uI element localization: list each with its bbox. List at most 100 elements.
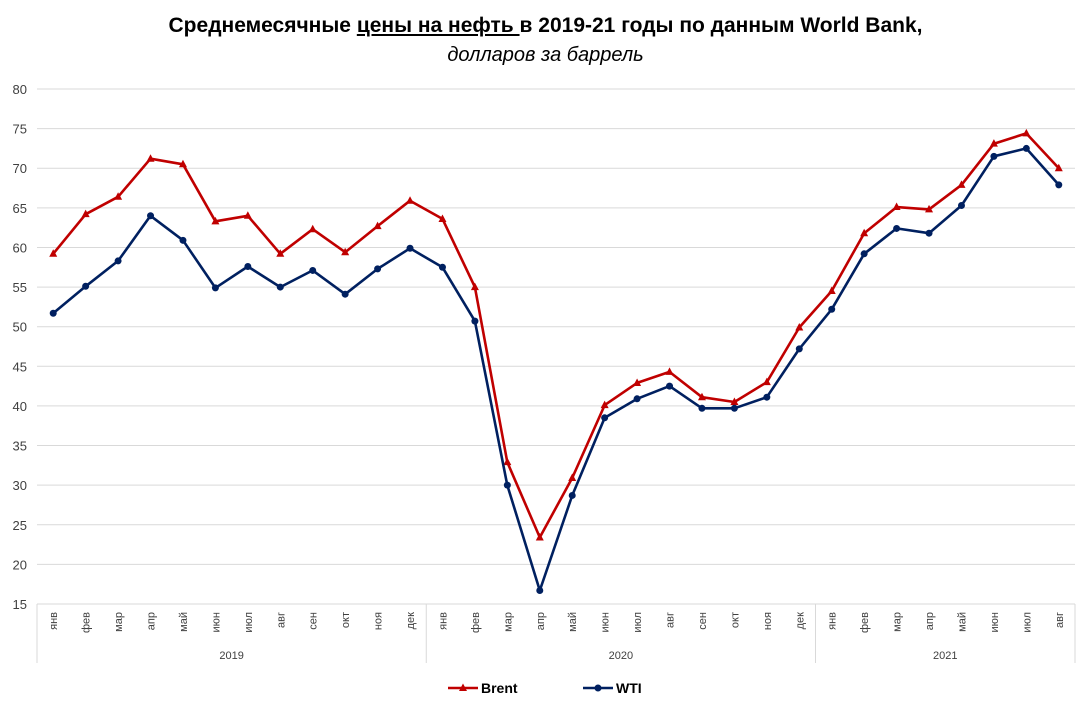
data-point-brent (243, 211, 252, 219)
data-point-brent (1054, 163, 1063, 172)
data-point-brent (341, 247, 350, 256)
y-tick-label: 50 (13, 320, 27, 335)
data-point-brent (114, 192, 123, 200)
x-month-label: июл (1021, 612, 1033, 633)
data-point-wti (536, 587, 544, 595)
x-month-label: май (178, 612, 190, 632)
legend-item-brent: Brent (448, 680, 518, 696)
data-point-wti (406, 244, 414, 252)
data-point-wti (795, 345, 803, 353)
data-point-wti (568, 491, 576, 499)
data-point-wti (1055, 181, 1063, 189)
series-line-brent (52, 132, 1060, 539)
x-axis: янв фев мар апр май июн июл авг сен окт ноя дек 2019… (36, 604, 1076, 663)
legend-marker (594, 684, 602, 692)
series-group (49, 128, 1063, 595)
data-point-wti (276, 283, 284, 291)
data-point-brent (470, 282, 479, 291)
data-point-wti (698, 404, 706, 412)
title-prefix: Среднемесячные (168, 14, 357, 37)
data-point-wti (49, 309, 57, 317)
data-point-brent (730, 397, 739, 405)
data-point-brent (957, 180, 966, 188)
data-point-brent (438, 214, 447, 222)
x-month-label: июн (210, 612, 222, 632)
data-point-brent (600, 400, 609, 409)
data-point-wti (957, 201, 965, 209)
data-point-brent (406, 196, 415, 204)
y-tick-label: 60 (13, 240, 27, 255)
data-point-brent (697, 392, 706, 401)
data-point-brent (503, 457, 512, 466)
data-point-wti (633, 395, 641, 403)
data-point-wti (763, 393, 771, 401)
x-month-label: фев (470, 612, 482, 633)
x-month-label: ноя (373, 612, 385, 630)
y-tick-label: 15 (13, 597, 27, 612)
x-month-label: мар (892, 612, 904, 632)
data-point-brent (795, 322, 804, 331)
data-point-wti (179, 236, 187, 244)
x-year-label: 2021 (933, 650, 957, 662)
data-point-wti (147, 212, 155, 220)
data-point-wti (374, 265, 382, 273)
data-point-wti (828, 305, 836, 313)
x-month-label: июл (243, 612, 255, 633)
data-point-brent (633, 378, 642, 386)
data-point-brent (49, 249, 58, 257)
y-tick-label: 40 (13, 399, 27, 414)
title-underlined: цены на нефть (356, 14, 520, 37)
y-tick-label: 75 (13, 122, 27, 137)
y-axis: 15 20 25 30 35 40 45 50 55 60 65 70 75 80 (13, 82, 27, 612)
x-month-label: ноя (762, 612, 774, 630)
x-month-label: авг (1054, 612, 1066, 628)
chart-title: Среднемесячные цены на нефть в 2019-21 г… (0, 14, 1091, 38)
y-tick-label: 45 (13, 359, 27, 374)
data-point-wti (1022, 144, 1030, 152)
y-tick-label: 20 (13, 557, 27, 572)
data-point-wti (860, 250, 868, 258)
x-month-label: май (567, 612, 579, 632)
data-point-wti (471, 317, 479, 325)
data-point-brent (989, 139, 998, 147)
x-month-label: май (956, 612, 968, 632)
data-point-wti (309, 266, 317, 274)
y-tick-label: 35 (13, 439, 27, 454)
data-point-wti (601, 414, 609, 422)
x-month-label: авг (665, 612, 677, 628)
data-point-brent (276, 249, 285, 257)
legend-label: WTI (616, 680, 642, 696)
data-point-wti (438, 263, 446, 271)
legend: Brent WTI (448, 680, 642, 696)
data-point-brent (1022, 128, 1031, 137)
data-point-wti (925, 229, 933, 237)
x-month-label: авг (275, 612, 287, 628)
x-year-label: 2019 (219, 650, 243, 662)
data-point-brent (665, 367, 674, 375)
x-month-label: мар (113, 612, 125, 632)
x-month-label: сен (308, 612, 320, 630)
data-point-wti (503, 481, 511, 489)
x-year-label: 2020 (609, 650, 633, 662)
data-point-brent (211, 216, 220, 225)
y-tick-label: 70 (13, 161, 27, 176)
legend-label: Brent (481, 680, 518, 696)
series-brent (49, 128, 1063, 541)
data-point-wti (341, 290, 349, 298)
y-tick-label: 65 (13, 201, 27, 216)
series-wti (49, 144, 1063, 595)
x-month-label: янв (827, 612, 839, 630)
legend-marker (459, 683, 467, 691)
x-month-label: фев (859, 612, 871, 633)
x-month-label: янв (437, 612, 449, 630)
x-month-label: фев (81, 612, 93, 633)
x-month-label: апр (535, 612, 547, 630)
x-month-label: сен (697, 612, 709, 630)
data-point-brent (308, 224, 317, 233)
data-point-wti (730, 404, 738, 412)
data-point-brent (81, 209, 90, 218)
data-point-wti (990, 152, 998, 160)
x-month-label: июл (632, 612, 644, 633)
data-point-brent (373, 221, 382, 230)
